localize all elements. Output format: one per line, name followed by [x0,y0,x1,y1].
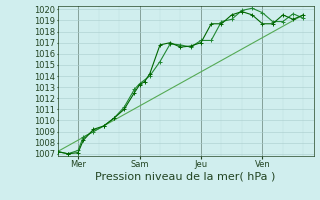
X-axis label: Pression niveau de la mer( hPa ): Pression niveau de la mer( hPa ) [95,172,276,182]
